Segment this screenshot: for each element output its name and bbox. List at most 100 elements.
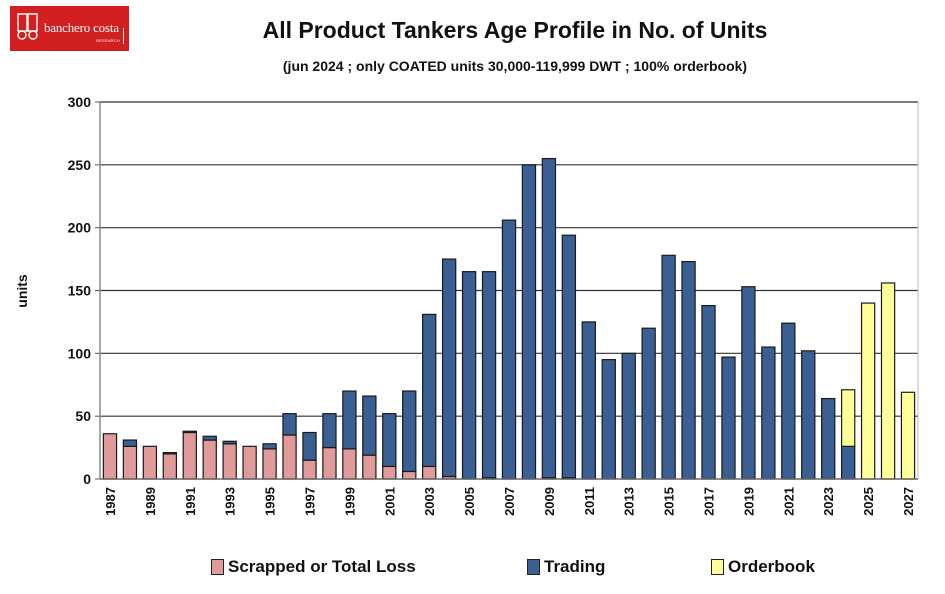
x-tick-label: 2005 — [462, 487, 477, 516]
legend-swatch — [527, 559, 540, 575]
bar-scrapped-or-total-loss-2003 — [422, 465, 437, 480]
bar-scrapped-or-total-loss-2000 — [362, 454, 377, 480]
bar-trading-2019 — [741, 286, 756, 480]
axes — [99, 102, 919, 480]
x-tick-labels: 1987 1989 1991 1993 1995 1997 1999 2001 2003 2005… — [103, 487, 916, 516]
y-tick-label: 200 — [68, 220, 92, 236]
x-tick-label: 2025 — [861, 487, 876, 516]
bar-trading-1992 — [202, 435, 217, 441]
legend-label: Scrapped or Total Loss — [228, 557, 416, 576]
x-tick-label: 1993 — [223, 487, 238, 516]
legend-label: Orderbook — [728, 557, 815, 576]
bar-scrapped-or-total-loss-1987 — [102, 433, 118, 480]
x-tick-label: 1995 — [263, 487, 278, 516]
banchero-costa-logo: banchero costa RESEARCH — [10, 6, 129, 51]
bar-scrapped-or-total-loss-1993 — [222, 443, 237, 480]
x-tick-label: 1997 — [302, 487, 317, 516]
y-tick-label: 0 — [83, 471, 91, 487]
bar-orderbook-2027 — [900, 391, 916, 480]
bar-trading-2020 — [761, 346, 776, 480]
bar-trading-2006 — [481, 271, 497, 479]
x-tick-label: 2017 — [702, 487, 717, 516]
bar-scrapped-or-total-loss-2001 — [382, 465, 397, 480]
bar-scrapped-or-total-loss-1990 — [162, 453, 178, 480]
x-tick-label: 1989 — [143, 487, 158, 516]
bars — [102, 157, 916, 480]
bar-trading-1991 — [182, 430, 197, 434]
bar-orderbook-2026 — [880, 282, 896, 480]
legend-label: Trading — [544, 557, 606, 576]
bar-trading-2022 — [801, 350, 816, 480]
bar-trading-2008 — [521, 164, 537, 480]
x-tick-label: 2019 — [741, 487, 756, 516]
x-tick-label: 2015 — [662, 487, 677, 516]
y-tick-label: 100 — [68, 345, 92, 361]
legend-swatch — [211, 559, 224, 575]
x-tick-label: 2009 — [542, 487, 557, 516]
logo-sub-text: RESEARCH — [96, 38, 120, 43]
bar-trading-2003 — [422, 313, 437, 468]
bar-trading-2005 — [461, 271, 477, 480]
bar-trading-2012 — [601, 359, 616, 480]
bar-trading-2010 — [561, 234, 577, 479]
y-axis-title: units — [14, 274, 30, 308]
x-tick-label: 2001 — [382, 487, 397, 516]
bar-trading-2016 — [681, 260, 696, 480]
bar-trading-2009 — [541, 157, 557, 479]
x-tick-label: 2007 — [502, 487, 517, 516]
x-tick-label: 1991 — [183, 487, 198, 516]
bar-trading-2001 — [382, 413, 397, 468]
y-tick-label: 150 — [68, 283, 92, 299]
bar-scrapped-or-total-loss-1988 — [122, 445, 138, 480]
x-tick-label: 1999 — [342, 487, 357, 516]
y-tick-label: 300 — [68, 94, 92, 110]
bar-trading-1988 — [122, 439, 138, 447]
bar-orderbook-2025 — [860, 302, 876, 480]
bar-trading-1996 — [282, 413, 297, 436]
bar-trading-1997 — [302, 431, 317, 461]
bar-trading-1999 — [342, 390, 357, 450]
bar-scrapped-or-total-loss-1996 — [282, 434, 297, 480]
bar-trading-1993 — [222, 440, 237, 445]
x-tick-label: 2021 — [781, 487, 796, 516]
bar-trading-2007 — [501, 219, 517, 480]
bar-trading-1990 — [162, 452, 178, 455]
bar-trading-2013 — [621, 352, 636, 480]
x-tick-label: 2013 — [622, 487, 637, 516]
bar-trading-2002 — [402, 390, 417, 473]
x-tick-label: 2003 — [422, 487, 437, 516]
bar-scrapped-or-total-loss-1989 — [142, 445, 158, 480]
bar-scrapped-or-total-loss-1998 — [322, 446, 337, 480]
legend-item-scrapped-or-total-loss: Scrapped or Total Loss — [211, 557, 416, 577]
bar-scrapped-or-total-loss-2002 — [402, 470, 417, 480]
chart-subtitle: (jun 2024 ; only COATED units 30,000-119… — [282, 58, 748, 74]
bar-trading-1995 — [262, 443, 277, 450]
bar-scrapped-or-total-loss-1995 — [262, 448, 277, 480]
bar-scrapped-or-total-loss-1997 — [302, 459, 317, 480]
logo-mark-icon — [17, 13, 38, 40]
bar-trading-2018 — [721, 356, 736, 480]
y-tick-label: 50 — [75, 408, 91, 424]
bar-trading-2021 — [781, 322, 796, 480]
y-tick-labels: 0 50 100 150 200 250 300 — [68, 94, 92, 487]
bar-trading-2004 — [441, 258, 457, 478]
y-tick-label: 250 — [68, 157, 92, 173]
logo-brand-text: banchero costa — [44, 20, 119, 35]
legend-item-orderbook: Orderbook — [711, 557, 815, 577]
bar-scrapped-or-total-loss-1994 — [242, 445, 257, 480]
x-tick-label: 1987 — [103, 487, 118, 516]
bar-trading-2015 — [661, 254, 676, 480]
legend-item-trading: Trading — [527, 557, 605, 577]
x-tick-label: 2011 — [582, 487, 597, 515]
bar-trading-2000 — [362, 395, 377, 456]
bar-trading-2014 — [641, 327, 656, 480]
chart-title: All Product Tankers Age Profile in No. o… — [262, 17, 768, 43]
x-tick-label: 2023 — [821, 487, 836, 516]
bar-trading-2011 — [581, 321, 596, 480]
bar-trading-2023 — [821, 397, 836, 480]
logo-divider — [123, 28, 124, 44]
bar-trading-2024 — [840, 445, 856, 480]
bar-scrapped-or-total-loss-1999 — [342, 448, 357, 480]
x-tick-label: 2027 — [901, 487, 916, 516]
